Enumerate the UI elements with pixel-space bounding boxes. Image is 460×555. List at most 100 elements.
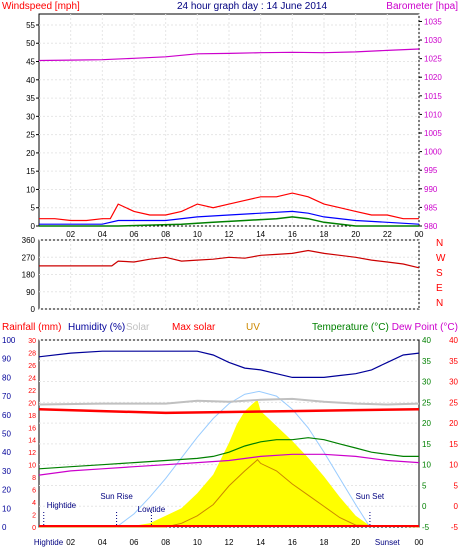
humidity-y-tick-label: 70 xyxy=(2,392,11,401)
temp-x-tick-label: 16 xyxy=(288,538,297,547)
uv-line xyxy=(39,458,420,528)
barometer-y-tick-label: 985 xyxy=(424,203,438,212)
temp-x-tick-label: 20 xyxy=(351,538,360,547)
temperature-y-tick-label: 10 xyxy=(422,461,431,470)
barometer-y-tick-label: 1000 xyxy=(424,148,442,157)
dewpoint-y-tick-label: 0 xyxy=(454,502,459,511)
rainfall-y-tick-label: 12 xyxy=(28,450,36,457)
wind-x-tick-label: 10 xyxy=(193,230,202,239)
wind-x-tick-label: 08 xyxy=(161,230,170,239)
barometer-y-tick-label: 1005 xyxy=(424,129,442,138)
wind-x-tick-label: 16 xyxy=(288,230,297,239)
rainfall-y-tick-label: 6 xyxy=(32,488,36,495)
legend-rainfall: Rainfall (mm) xyxy=(2,322,61,333)
temp-x-tick-label: 12 xyxy=(225,538,234,547)
barometer-y-tick-label: 1015 xyxy=(424,92,442,101)
event-label: Sun Rise xyxy=(100,492,133,501)
rainfall-y-tick-label: 26 xyxy=(28,363,36,370)
temperature-y-tick-label: -5 xyxy=(422,523,430,532)
temp-x-tick-label: 10 xyxy=(193,538,202,547)
event-label: Hightide xyxy=(47,501,77,510)
dewpoint-y-tick-label: -5 xyxy=(451,523,459,532)
barometer-y-tick-label: 990 xyxy=(424,185,438,194)
dewpoint-y-tick-label: 40 xyxy=(449,336,458,345)
legend-max-solar: Max solar xyxy=(172,322,216,333)
wind-y-tick-label: 30 xyxy=(26,112,35,121)
temperature-y-tick-label: 5 xyxy=(422,481,427,490)
wind-y-tick-label: 40 xyxy=(26,76,35,85)
humidity-y-tick-label: 10 xyxy=(2,504,11,513)
humidity-y-tick-label: 40 xyxy=(2,448,11,457)
temperature-line xyxy=(38,437,419,470)
compass-label: S xyxy=(436,268,443,279)
barometer-y-tick-label: 980 xyxy=(424,222,438,231)
compass-label: N xyxy=(436,298,443,309)
rainfall-y-tick-label: 0 xyxy=(32,525,36,532)
rainfall-y-tick-label: 24 xyxy=(28,375,36,382)
wind-y-tick-label: 35 xyxy=(26,94,35,103)
wind-y-tick-label: 15 xyxy=(26,167,35,176)
wind-y-tick-label: 0 xyxy=(31,222,36,231)
compass-label: W xyxy=(436,253,446,264)
solar-radiation-area xyxy=(39,399,419,527)
chart-title: 24 hour graph day : 14 June 2014 xyxy=(177,1,328,12)
wind-y-tick-label: 20 xyxy=(26,149,35,158)
wind-gust-line xyxy=(39,192,419,222)
compass-label: E xyxy=(436,283,443,294)
humidity-y-tick-label: 90 xyxy=(2,355,11,364)
temp-x-tick-label: Hightide xyxy=(34,538,64,547)
humidity-y-tick-label: 60 xyxy=(2,411,11,420)
wind-y-tick-label: 5 xyxy=(31,204,36,213)
dewpoint-y-tick-label: 25 xyxy=(449,398,458,407)
rainfall-y-tick-label: 14 xyxy=(28,438,36,445)
humidity-y-tick-label: 20 xyxy=(2,486,11,495)
event-label: Lowtide xyxy=(138,505,166,514)
wind-panel: 0510152025303540455055980985990995100010… xyxy=(26,13,442,239)
humidity-line xyxy=(38,350,420,378)
direction-y-tick-label: 270 xyxy=(22,253,36,262)
rainfall-y-tick-label: 18 xyxy=(28,413,36,420)
temp-x-tick-label: Sunset xyxy=(375,538,401,547)
wind-x-tick-label: 04 xyxy=(98,230,107,239)
legend-uv: UV xyxy=(246,322,260,333)
temperature-y-tick-label: 30 xyxy=(422,378,431,387)
temp-x-tick-label: 06 xyxy=(130,538,139,547)
rainfall-y-tick-label: 8 xyxy=(32,475,36,482)
dewpoint-y-tick-label: 15 xyxy=(449,440,458,449)
temp-x-tick-label: 00 xyxy=(415,538,424,547)
barometer-y-tick-label: 1020 xyxy=(424,73,442,82)
humidity-y-tick-label: 80 xyxy=(2,373,11,382)
humidity-y-tick-label: 30 xyxy=(2,467,11,476)
rainfall-y-tick-label: 10 xyxy=(28,463,36,470)
windspeed-title: Windspeed [mph] xyxy=(2,1,80,12)
wind-direction-line xyxy=(39,249,420,269)
event-label: Sun Set xyxy=(356,492,385,501)
legend-humidity: Humidity (%) xyxy=(68,322,125,333)
sun-elevation-curve xyxy=(116,390,371,528)
wind-x-tick-label: 14 xyxy=(256,230,265,239)
dewpoint-y-tick-label: 20 xyxy=(449,419,458,428)
temperature-y-tick-label: 35 xyxy=(422,357,431,366)
temp-x-tick-label: 08 xyxy=(161,538,170,547)
rainfall-y-tick-label: 22 xyxy=(28,388,36,395)
dewpoint-y-tick-label: 30 xyxy=(449,378,458,387)
direction-y-tick-label: 180 xyxy=(22,271,36,280)
rainfall-y-tick-label: 28 xyxy=(28,350,36,357)
temp-x-tick-label: 02 xyxy=(66,538,75,547)
temperature-y-tick-label: 0 xyxy=(422,502,427,511)
wind-x-tick-label: 12 xyxy=(225,230,234,239)
barometer-title: Barometer [hpa] xyxy=(386,1,458,12)
direction-y-tick-label: 90 xyxy=(26,288,35,297)
humidity-y-tick-label: 100 xyxy=(2,336,16,345)
temp-x-tick-label: 14 xyxy=(256,538,265,547)
wind-x-tick-label: 18 xyxy=(320,230,329,239)
legend-temperature: Temperature (°C) xyxy=(312,322,389,333)
wind-x-tick-label: 20 xyxy=(351,230,360,239)
max-solar-line xyxy=(38,407,420,415)
barometer-y-tick-label: 995 xyxy=(424,166,438,175)
dewpoint-y-tick-label: 5 xyxy=(454,481,459,490)
solar-max-line xyxy=(38,397,420,406)
rainfall-y-tick-label: 20 xyxy=(28,400,36,407)
temperature-y-tick-label: 25 xyxy=(422,398,431,407)
